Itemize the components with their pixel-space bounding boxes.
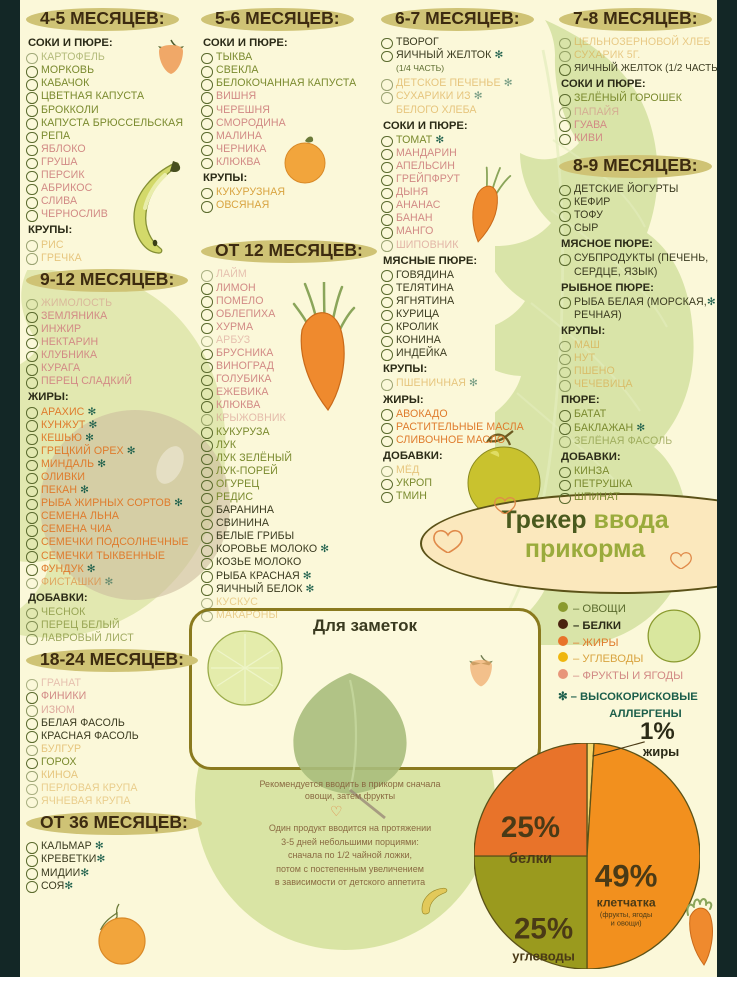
svg-text:и овощи): и овощи) (611, 919, 642, 928)
svg-text:углеводы: углеводы (512, 948, 575, 963)
svg-text:25%: 25% (514, 913, 573, 946)
svg-text:49%: 49% (595, 858, 658, 893)
svg-text:клетчатка: клетчатка (597, 895, 656, 909)
svg-text:(фрукты, ягоды: (фрукты, ягоды (600, 910, 652, 919)
